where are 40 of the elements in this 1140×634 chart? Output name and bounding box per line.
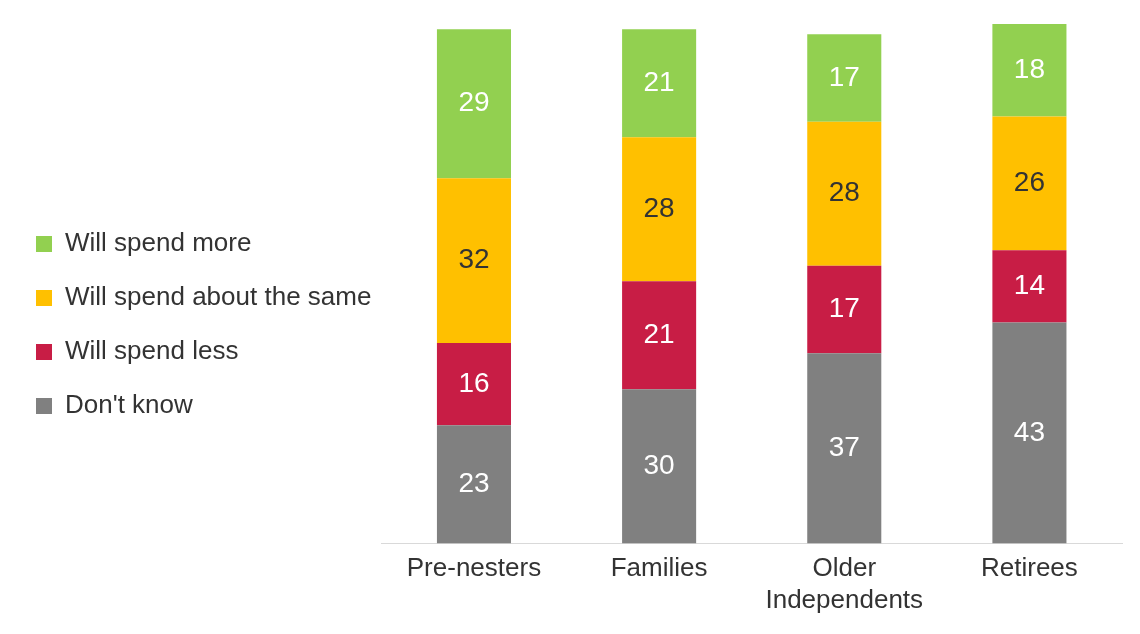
data-label: 30 <box>643 449 675 481</box>
bar <box>436 29 511 179</box>
bar <box>436 342 511 426</box>
bar <box>992 322 1067 544</box>
bar <box>436 178 511 343</box>
legend-label: Don't know <box>65 389 194 420</box>
data-label: 29 <box>458 86 490 118</box>
data-label: 18 <box>1013 53 1045 85</box>
x-tick-label: Retirees <box>981 552 1078 583</box>
data-label: 32 <box>458 243 490 275</box>
data-label: 21 <box>643 65 675 97</box>
legend-label: Will spend about the same <box>65 281 372 312</box>
bar <box>436 425 511 544</box>
x-tick-label: Older Independents <box>765 552 924 614</box>
data-label: 14 <box>1013 269 1045 301</box>
data-label: 43 <box>1013 415 1045 447</box>
bar <box>622 281 697 390</box>
bar <box>622 29 697 138</box>
bar <box>807 121 882 266</box>
data-label: 17 <box>828 292 860 324</box>
bar <box>992 24 1067 117</box>
bar <box>807 265 882 354</box>
data-label: 17 <box>828 60 860 92</box>
bar <box>622 389 697 544</box>
bar <box>622 137 697 282</box>
data-label: 28 <box>828 176 860 208</box>
bar <box>807 353 882 544</box>
bar <box>992 116 1067 251</box>
legend-label: Will spend more <box>65 227 252 258</box>
x-tick-label: Families <box>610 552 708 583</box>
bar <box>992 250 1067 323</box>
x-tick-label: Pre-nesters <box>406 552 542 583</box>
bar <box>807 34 882 122</box>
data-label: 16 <box>458 366 490 398</box>
data-label: 37 <box>828 431 860 463</box>
data-label: 21 <box>643 317 675 349</box>
data-label: 23 <box>458 467 490 499</box>
data-label: 28 <box>643 191 675 223</box>
data-label: 26 <box>1013 166 1045 198</box>
legend-label: Will spend less <box>65 335 239 366</box>
